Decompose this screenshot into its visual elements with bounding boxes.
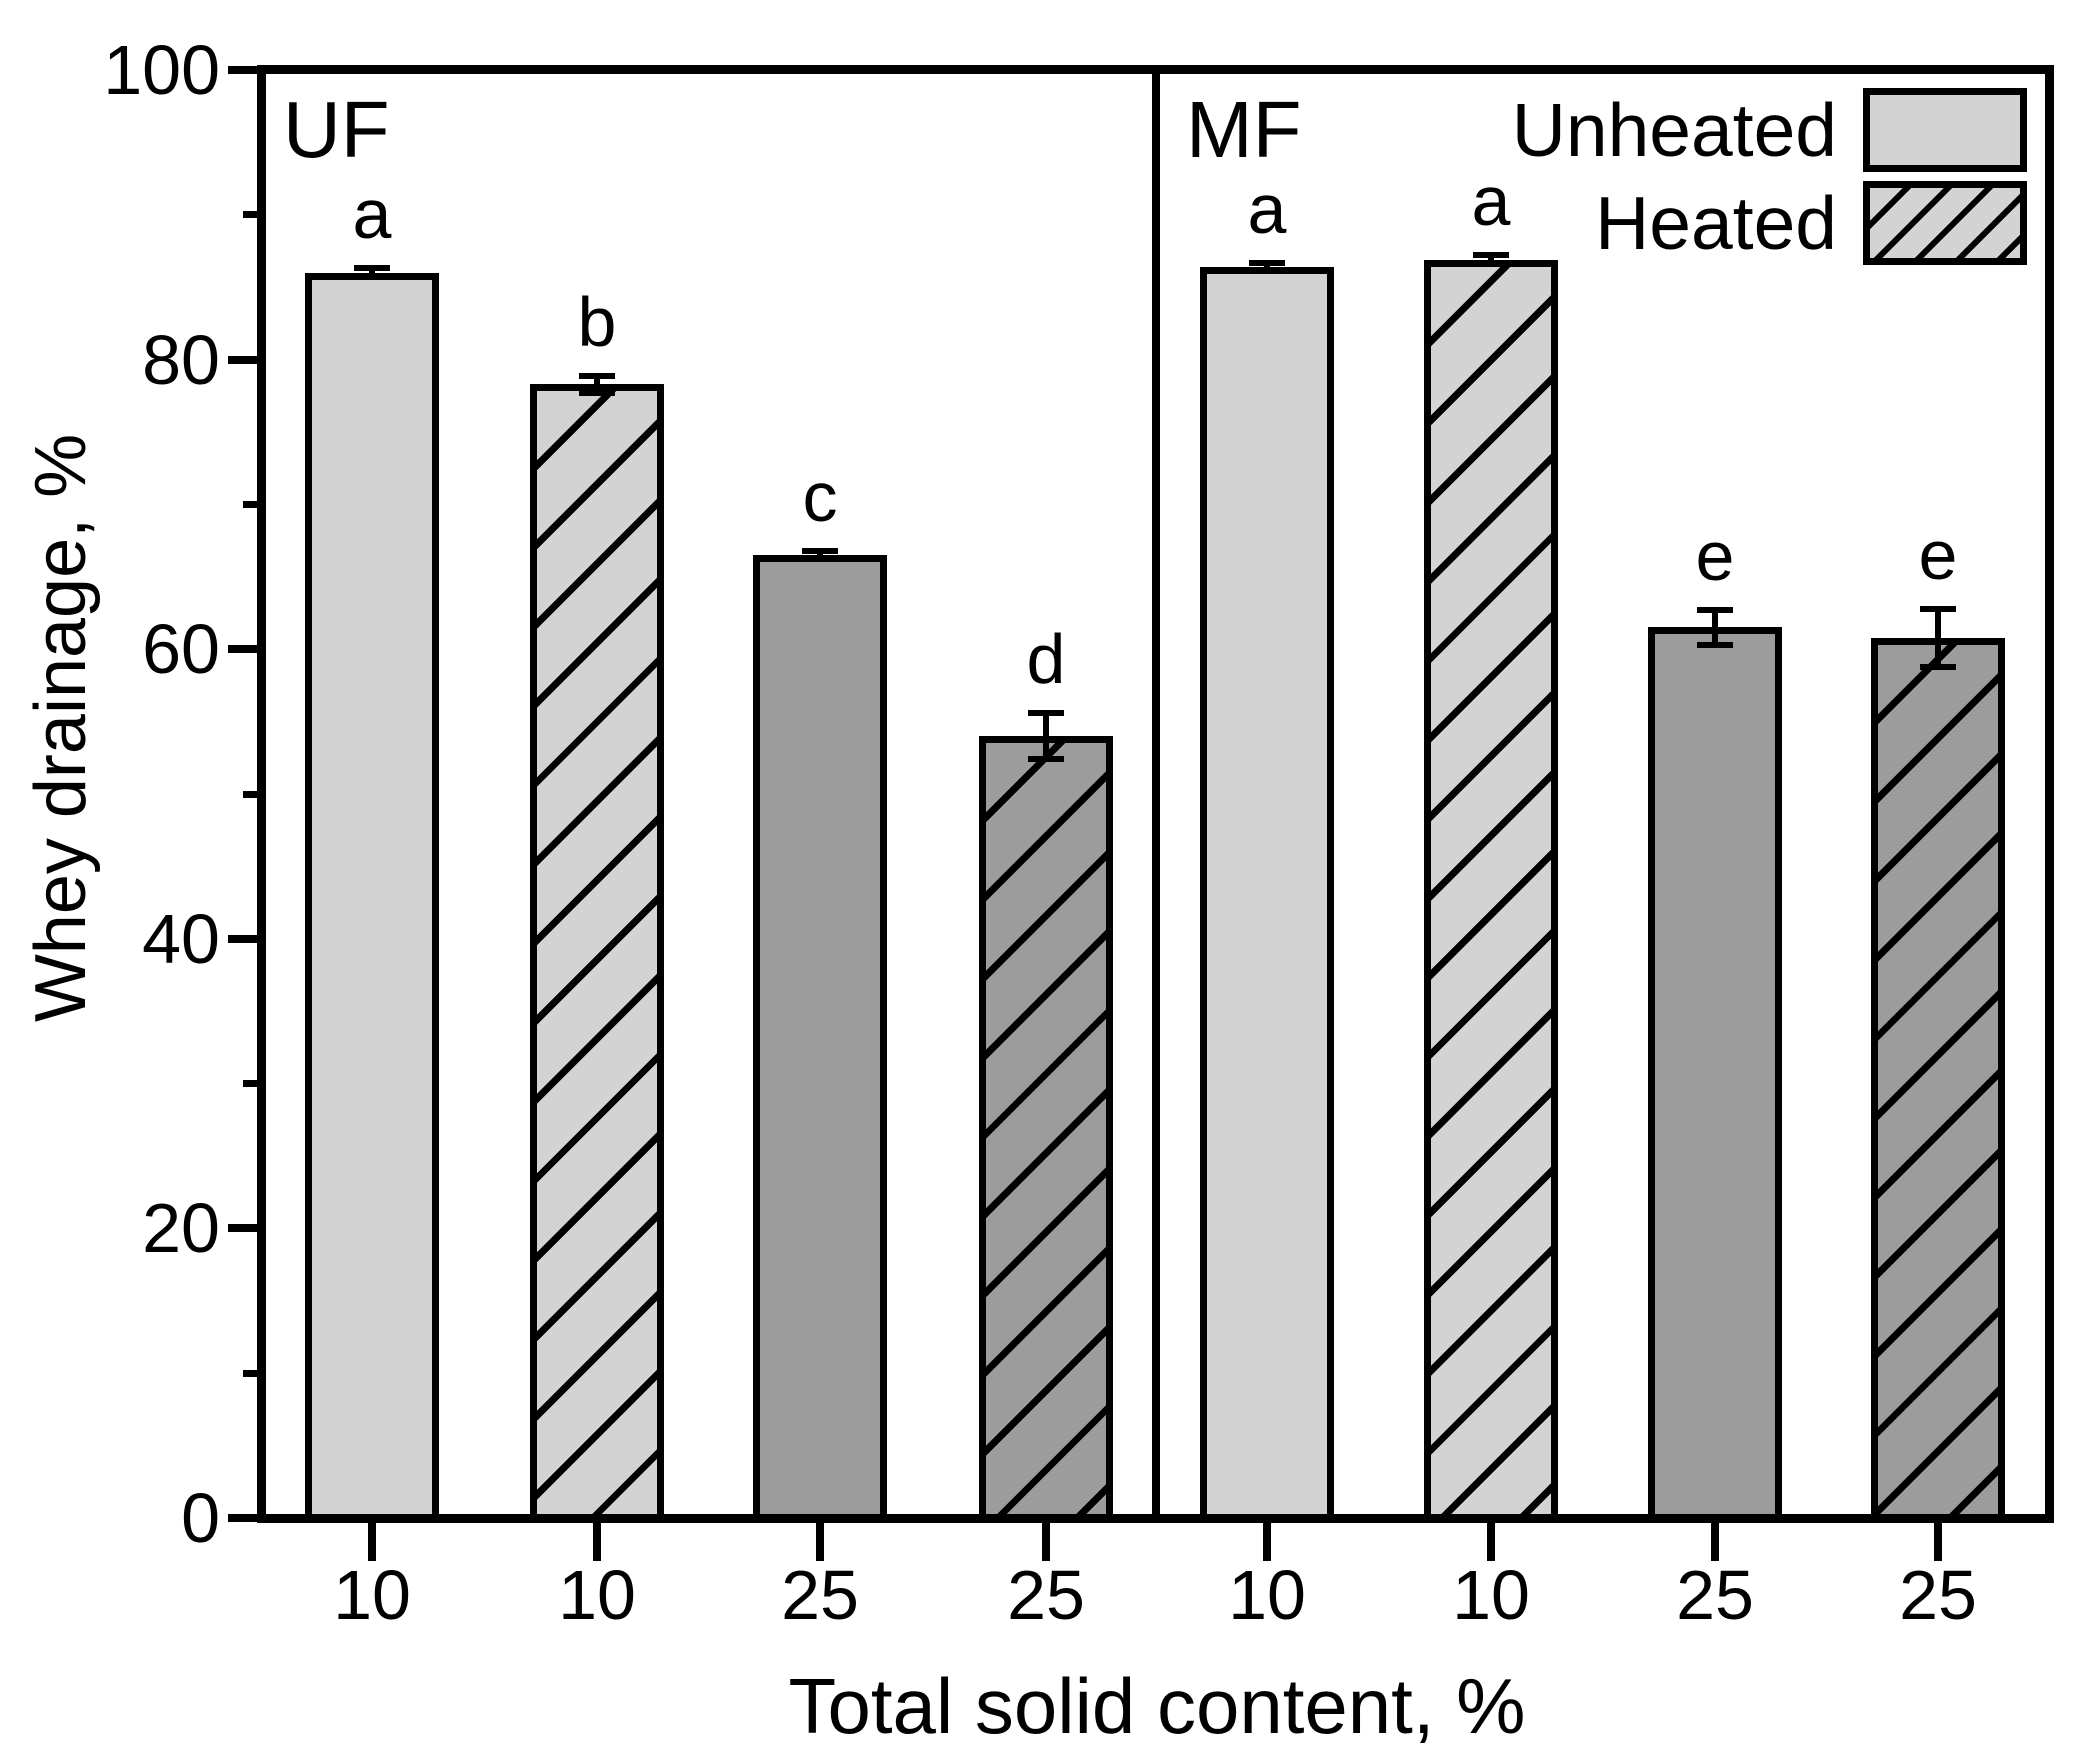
x-axis-tick [1263, 1523, 1271, 1561]
x-axis-tick [593, 1523, 601, 1561]
x-axis-tick [1487, 1523, 1495, 1561]
y-axis-tick-label: 0 [181, 1479, 220, 1557]
y-axis-major-tick [228, 645, 258, 654]
x-axis-title: Total solid content, % [788, 1662, 1526, 1750]
significance-letter: d [1026, 619, 1066, 698]
error-bar-cap-top [354, 265, 390, 272]
error-bar-line [1043, 712, 1049, 760]
panel-divider-line [1152, 65, 1160, 1523]
y-axis-tick-label: 100 [103, 31, 220, 109]
y-axis-major-tick [228, 1224, 258, 1233]
y-axis-minor-tick [243, 500, 258, 508]
x-axis-tick-label: 10 [333, 1556, 411, 1634]
legend-label-heated: Heated [1595, 181, 1837, 265]
error-bar-cap-bottom [1473, 261, 1509, 268]
x-axis-tick-label: 10 [1228, 1556, 1306, 1634]
error-bar-cap-bottom [1920, 663, 1956, 670]
x-axis-tick-label: 25 [1676, 1556, 1754, 1634]
legend-item-heated: Heated [1595, 181, 2027, 265]
significance-letter: b [577, 282, 617, 361]
error-bar-cap-bottom [1249, 268, 1285, 275]
bar-mf-10-unheated [1200, 266, 1334, 1523]
bar-uf-25-heated [979, 736, 1113, 1523]
x-axis-tick-label: 10 [558, 1556, 636, 1634]
bar-mf-25-heated [1871, 637, 2005, 1523]
error-bar-cap-bottom [802, 556, 838, 563]
bar-uf-25-unheated [753, 555, 887, 1523]
error-bar-cap-top [1920, 605, 1956, 612]
y-axis-major-tick [228, 934, 258, 943]
legend-swatch-heated [1863, 181, 2027, 265]
error-bar-cap-top [579, 372, 615, 379]
error-bar-line [817, 550, 823, 560]
error-bar-cap-top [1697, 607, 1733, 614]
y-axis-minor-tick [243, 211, 258, 219]
error-bar-cap-top [1028, 709, 1064, 716]
error-bar-cap-bottom [1028, 756, 1064, 763]
panel-label-mf: MF [1186, 85, 1302, 174]
error-bar-line [1488, 255, 1494, 265]
error-bar-cap-top [1249, 259, 1285, 266]
legend-item-unheated: Unheated [1512, 88, 2027, 172]
y-axis-major-tick [228, 1514, 258, 1522]
y-axis-minor-tick [243, 1080, 258, 1088]
significance-letter: e [1695, 517, 1735, 596]
y-axis-major-tick [228, 66, 258, 74]
error-bar-cap-top [802, 547, 838, 554]
y-axis-tick-label: 40 [142, 899, 220, 978]
legend-label-unheated: Unheated [1511, 88, 1837, 172]
y-axis-minor-tick [243, 790, 258, 798]
x-axis-tick-label: 25 [781, 1556, 859, 1634]
bar-uf-10-heated [530, 384, 664, 1523]
bar-mf-25-unheated [1648, 627, 1782, 1523]
error-bar-line [1935, 608, 1941, 667]
legend-swatch-unheated [1863, 88, 2027, 172]
bar-uf-10-unheated [305, 272, 439, 1523]
x-axis-tick [368, 1523, 376, 1561]
significance-letter: a [352, 175, 392, 254]
y-axis-tick-label: 80 [142, 320, 220, 399]
x-axis-tick-label: 10 [1452, 1556, 1530, 1634]
error-bar-cap-bottom [354, 274, 390, 281]
y-axis-tick-label: 20 [142, 1189, 220, 1268]
x-axis-tick [816, 1523, 824, 1561]
x-axis-tick-label: 25 [1899, 1556, 1977, 1634]
y-axis-title: Whey drainage, % [21, 433, 101, 1023]
significance-letter: e [1918, 515, 1958, 594]
x-axis-tick [1934, 1523, 1942, 1561]
y-axis-minor-tick [243, 1369, 258, 1377]
y-axis-major-tick [228, 355, 258, 364]
error-bar-cap-top [1473, 252, 1509, 259]
significance-letter: a [1247, 169, 1287, 248]
y-axis-tick-label: 60 [142, 610, 220, 689]
bar-mf-10-heated [1424, 259, 1558, 1523]
x-axis-tick-label: 25 [1007, 1556, 1085, 1634]
x-axis-tick [1711, 1523, 1719, 1561]
x-axis-tick [1042, 1523, 1050, 1561]
error-bar-line [1264, 262, 1270, 272]
significance-letter: c [802, 457, 838, 536]
panel-label-uf: UF [283, 85, 390, 174]
error-bar-cap-bottom [1697, 641, 1733, 648]
error-bar-line [1712, 610, 1718, 645]
error-bar-cap-bottom [579, 389, 615, 396]
error-bar-line [594, 375, 600, 393]
error-bar-line [369, 268, 375, 278]
significance-letter: a [1471, 162, 1511, 241]
